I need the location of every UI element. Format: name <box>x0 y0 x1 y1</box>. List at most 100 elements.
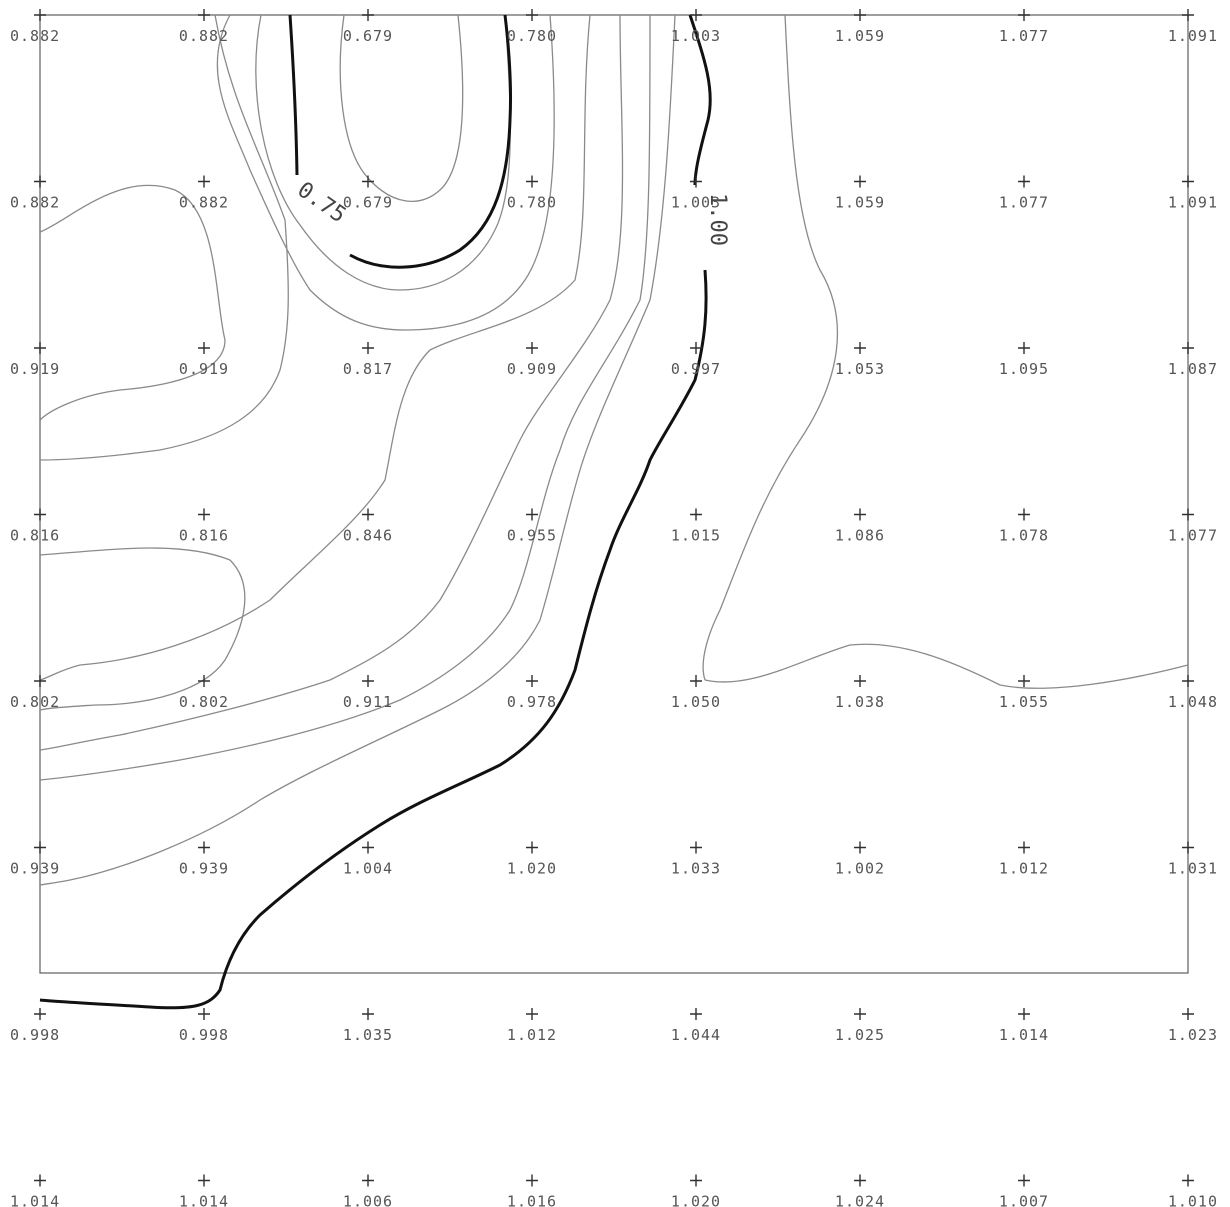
grid-value-label: 0.939 <box>10 860 60 878</box>
grid-value-label: 1.059 <box>835 27 885 45</box>
contour-100-line <box>688 14 712 186</box>
grid-value-label: 1.050 <box>671 693 721 711</box>
grid-value-label: 1.095 <box>999 360 1049 378</box>
grid-point-marker <box>34 675 46 687</box>
grid-point-marker <box>690 9 702 21</box>
grid-point-marker <box>526 841 538 854</box>
grid-point-marker <box>854 1174 866 1187</box>
grid-value-label: 0.882 <box>10 27 60 45</box>
grid-value-label: 1.031 <box>1168 860 1218 878</box>
grid-value-label: 1.035 <box>343 1026 393 1044</box>
grid-value-label: 0.882 <box>10 194 60 212</box>
grid-point-marker <box>362 9 374 21</box>
contour-line <box>39 14 651 781</box>
contour-line <box>704 643 1189 689</box>
grid-point-marker <box>198 1174 210 1187</box>
grid-value-label: 1.024 <box>835 1193 885 1207</box>
grid-value-label: 0.846 <box>343 527 393 545</box>
grid-point-marker <box>1018 675 1030 687</box>
grid-value-label: 1.091 <box>1168 194 1218 212</box>
grid-point-marker <box>1182 1174 1194 1187</box>
grid-point-marker <box>34 9 46 21</box>
grid-point-marker <box>526 342 538 354</box>
grid-value-label: 1.077 <box>1168 527 1218 545</box>
grid-point-marker <box>198 9 210 21</box>
grid-value-label: 1.012 <box>999 860 1049 878</box>
grid-value-label: 1.007 <box>999 1193 1049 1207</box>
grid-point-marker <box>362 841 374 854</box>
grid-value-label: 1.077 <box>999 27 1049 45</box>
grid-value-label: 0.802 <box>10 693 60 711</box>
contour-line <box>339 14 464 202</box>
grid-point-marker <box>1182 342 1194 354</box>
contour-line <box>39 14 289 461</box>
grid-value-label: 1.033 <box>671 860 721 878</box>
grid-point-marker <box>854 1008 866 1020</box>
grid-value-label: 1.015 <box>671 527 721 545</box>
grid-value-label: 0.816 <box>179 527 229 545</box>
contour-100-line <box>39 269 708 1010</box>
grid-value-label: 1.014 <box>999 1026 1049 1044</box>
contour-075-line <box>349 14 513 269</box>
grid-point-marker <box>1018 1008 1030 1020</box>
contour-line <box>702 14 838 681</box>
grid-point-marker <box>1018 841 1030 854</box>
grid-value-label: 0.998 <box>179 1026 229 1044</box>
grid-point-marker <box>34 841 46 854</box>
grid-point-marker <box>526 175 538 188</box>
contour-label-075: 0.75 <box>293 177 351 228</box>
contour-label-100: 1.00 <box>705 193 730 246</box>
grid-value-label: 0.955 <box>507 527 557 545</box>
grid-point-marker <box>690 1174 702 1187</box>
grid-point-marker <box>1018 175 1030 188</box>
grid-point-marker <box>1182 175 1194 188</box>
grid-value-label: 0.998 <box>10 1026 60 1044</box>
grid-value-label: 1.087 <box>1168 360 1218 378</box>
grid-markers: 0.882 0.882 0.679 0.780 1.003 1.059 1.077 1.091… <box>10 9 1218 1207</box>
contour-line <box>216 14 555 331</box>
grid-point-marker <box>34 508 46 521</box>
grid-value-label: 1.010 <box>1168 1193 1218 1207</box>
grid-point-marker <box>198 675 210 687</box>
bold-contours <box>39 14 712 1010</box>
grid-point-marker <box>690 175 702 188</box>
grid-point-marker <box>362 508 374 521</box>
grid-point-marker <box>854 9 866 21</box>
grid-value-label: 0.919 <box>10 360 60 378</box>
grid-point-marker <box>526 1174 538 1187</box>
grid-value-label: 1.044 <box>671 1026 721 1044</box>
grid-point-marker <box>690 1008 702 1020</box>
grid-value-label: 0.816 <box>10 527 60 545</box>
grid-point-marker <box>690 841 702 854</box>
grid-point-marker <box>690 508 702 521</box>
grid-value-label: 1.038 <box>835 693 885 711</box>
grid-value-label: 0.679 <box>343 194 393 212</box>
grid-point-marker <box>526 508 538 521</box>
contour-line <box>39 14 591 681</box>
grid-value-label: 1.023 <box>1168 1026 1218 1044</box>
grid-point-marker <box>854 342 866 354</box>
grid-value-label: 0.679 <box>343 27 393 45</box>
grid-point-marker <box>34 342 46 354</box>
thin-contours <box>39 14 1189 886</box>
grid-value-label: 1.003 <box>671 194 721 212</box>
grid-point-marker <box>34 1174 46 1187</box>
grid-point-marker <box>1018 342 1030 354</box>
grid-point-marker <box>1182 841 1194 854</box>
grid-value-label: 1.078 <box>999 527 1049 545</box>
grid-point-marker <box>34 175 46 188</box>
grid-value-label: 0.780 <box>507 27 557 45</box>
plot-frame <box>39 14 1189 974</box>
contour-line <box>39 184 226 421</box>
grid-value-label: 1.004 <box>343 860 393 878</box>
grid-value-label: 1.003 <box>671 27 721 45</box>
grid-value-label: 1.006 <box>343 1193 393 1207</box>
contour-line <box>255 14 511 291</box>
contour-line <box>39 547 246 711</box>
contour-line <box>39 14 676 886</box>
grid-value-label: 1.002 <box>835 860 885 878</box>
grid-point-marker <box>526 675 538 687</box>
grid-point-marker <box>854 675 866 687</box>
grid-value-label: 1.059 <box>835 194 885 212</box>
